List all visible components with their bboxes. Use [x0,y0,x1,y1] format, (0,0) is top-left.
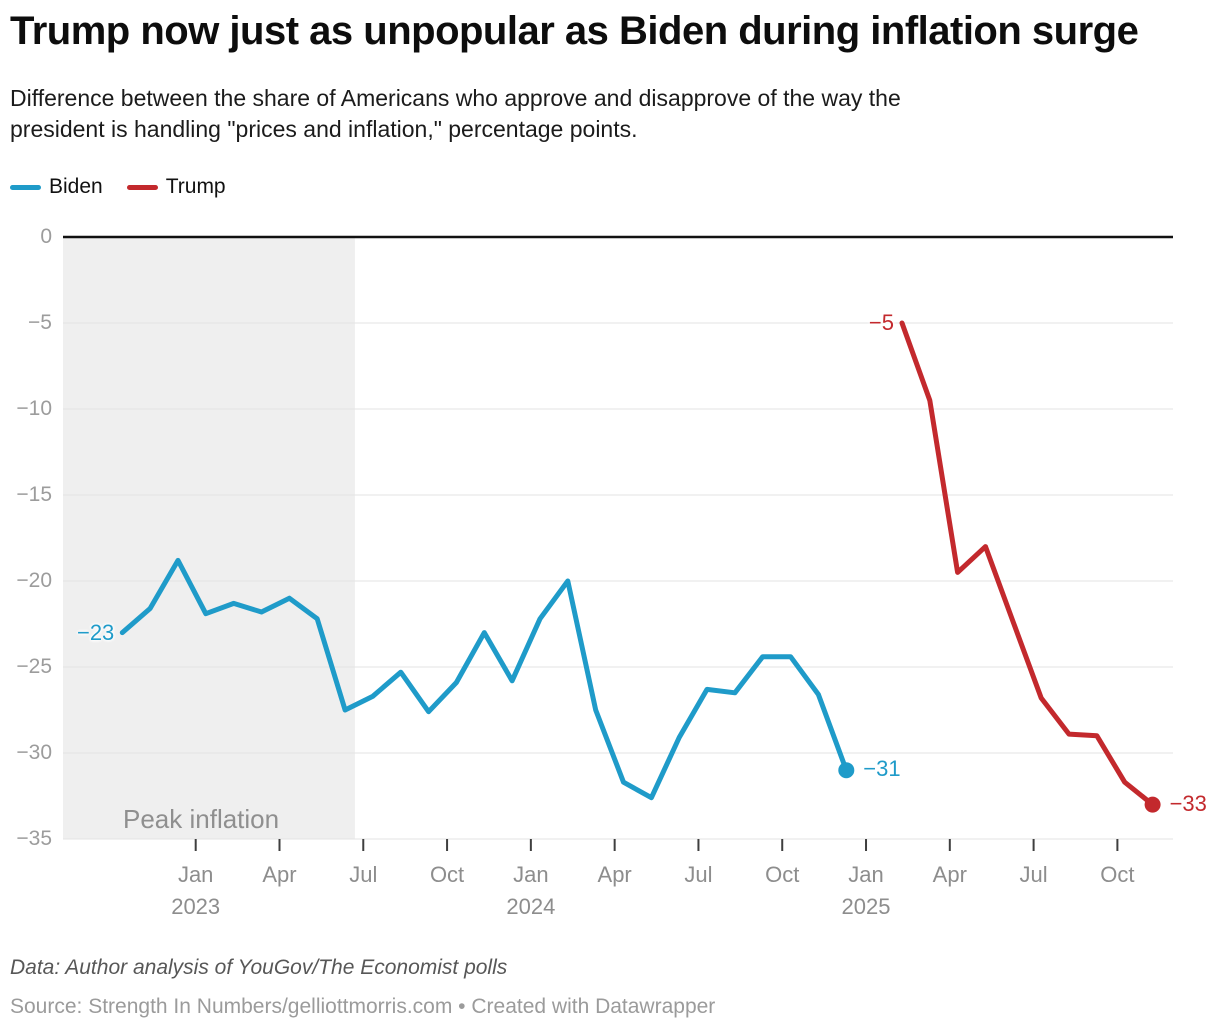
x-axis-label: Oct [765,862,800,887]
x-axis-label: Jul [349,862,378,887]
trump-end-dot [1144,796,1161,813]
subtitle-line-1: Difference between the share of American… [10,85,901,111]
x-axis-year-label: 2024 [506,894,556,919]
biden-line [119,557,849,801]
x-axis-year-label: 2023 [171,894,221,919]
peak-inflation-band [63,238,355,839]
x-axis-year-label: 2025 [841,894,891,919]
x-axis-label: Apr [597,862,632,887]
legend-item-biden: Biden [10,175,103,199]
x-axis-label: Oct [1100,862,1135,887]
x-axis-label: Apr [262,862,297,887]
y-axis-label: −10 [16,397,52,420]
y-axis-label: 0 [40,225,52,248]
legend-label-biden: Biden [49,175,103,198]
value-label-biden-end: −31 [863,756,901,782]
x-axis-label: Apr [932,862,967,887]
page-subtitle: Difference between the share of American… [10,83,1150,145]
x-axis-label: Jan [513,862,549,887]
biden-end-dot [838,762,855,779]
page-title: Trump now just as unpopular as Biden dur… [10,9,1139,53]
y-axis-label: −5 [28,311,52,334]
y-axis-label: −35 [16,827,52,850]
x-axis-label: Jul [1019,862,1048,887]
y-axis-label: −25 [16,655,52,678]
value-label-biden-start: −23 [76,619,115,645]
x-axis-label: Jan [177,862,214,887]
x-axis-label: Oct [429,862,465,887]
x-axis-label: Jul [684,862,713,887]
legend-label-trump: Trump [165,175,226,198]
biden-line-swatch-icon [10,184,41,190]
y-axis-label: −20 [16,569,52,592]
subtitle-line-2: president is handling "prices and inflat… [10,116,638,142]
value-label-trump-start: −5 [868,310,894,335]
y-axis-label: −30 [16,741,52,764]
legend-item-trump: Trump [126,175,226,199]
legend: Biden Trump [10,175,250,199]
peak-inflation-label: Peak inflation [123,804,280,834]
footer-data-credit: Data: Author analysis of YouGov/The Econ… [10,956,508,979]
value-label-trump-end: −33 [1169,790,1207,816]
footer-source-credit: Source: Strength In Numbers/gelliottmorr… [10,995,716,1018]
x-axis-label: Jan [848,862,884,887]
trump-line-swatch-icon [126,184,158,190]
y-axis-label: −15 [16,483,52,506]
trump-line [899,320,1156,808]
